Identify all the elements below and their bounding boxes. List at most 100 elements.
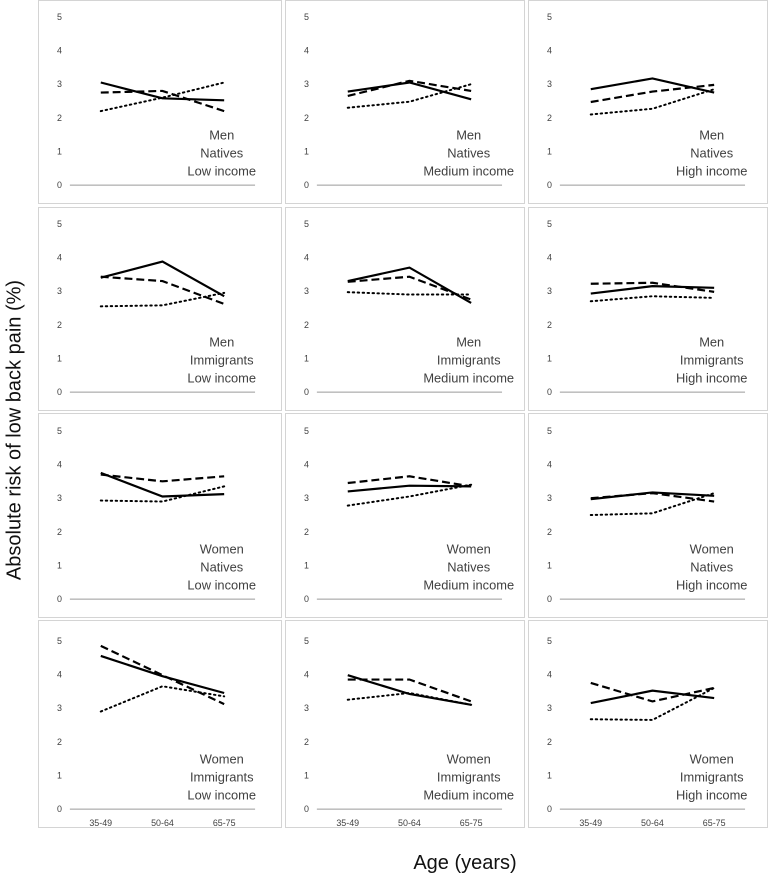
- series-line-dotted: [589, 88, 716, 116]
- y-tick-label: 3: [304, 703, 309, 713]
- series-line-solid: [100, 260, 225, 298]
- y-tick-label: 5: [547, 636, 552, 646]
- panel-label-1: Men: [209, 128, 234, 143]
- panel-chart: 0 1 2 3 4 5 Men Natives Medium income: [304, 12, 514, 190]
- panel-label-1: Women: [447, 542, 491, 557]
- series-line-dashed: [347, 79, 472, 98]
- y-tick-label: 3: [547, 286, 552, 296]
- y-tick-label: 4: [57, 252, 62, 262]
- panel-label-3: Medium income: [423, 370, 514, 385]
- y-tick-label: 3: [57, 286, 62, 296]
- panel-chart: 0 1 2 3 4 5 35-49 50-64 65-75 Women Immigrants Medi…: [304, 636, 514, 828]
- panel-label-1: Women: [447, 752, 491, 767]
- y-tick-label: 4: [547, 45, 552, 55]
- series-line-dotted: [99, 485, 226, 503]
- y-tick-label: 5: [304, 636, 309, 646]
- y-tick-label: 2: [304, 737, 309, 747]
- panel-label-3: Low income: [187, 370, 256, 385]
- panel-label-1: Men: [209, 335, 234, 350]
- x-axis-title: Age (years): [413, 852, 517, 874]
- y-tick-label: 5: [547, 426, 552, 436]
- series-line-dashed: [100, 644, 225, 706]
- y-tick-label: 3: [57, 703, 62, 713]
- y-tick-label: 0: [57, 180, 62, 190]
- panel-label-3: High income: [676, 370, 747, 385]
- series-line-dashed: [590, 492, 715, 503]
- panel-label-2: Immigrants: [437, 352, 501, 367]
- y-tick-label: 0: [547, 180, 552, 190]
- panel-label-1: Men: [699, 128, 724, 143]
- series-line-dashed: [590, 681, 715, 703]
- y-tick-label: 3: [57, 79, 62, 89]
- y-tick-label: 5: [304, 12, 309, 22]
- series-line-solid: [347, 81, 472, 101]
- series-line-solid: [100, 654, 225, 695]
- y-tick-label: 1: [304, 770, 309, 780]
- panel-label-2: Natives: [690, 145, 733, 160]
- y-tick-label: 1: [304, 353, 309, 363]
- y-tick-label: 5: [304, 219, 309, 229]
- panel-label-3: High income: [676, 787, 747, 802]
- x-tick-label: 65-75: [213, 818, 236, 828]
- series-line-dotted: [346, 83, 473, 109]
- panel-7: 0 1 2 3 4 5 Women Natives Low income: [38, 413, 282, 618]
- y-tick-label: 3: [304, 79, 309, 89]
- y-tick-label: 4: [304, 45, 309, 55]
- panel-6: 0 1 2 3 4 5 Men Immigrants High income: [528, 207, 768, 411]
- series-line-dashed: [347, 475, 472, 488]
- y-tick-label: 4: [304, 459, 309, 469]
- y-tick-label: 1: [304, 146, 309, 156]
- panel-5: 0 1 2 3 4 5 Men Immigrants Medium income: [285, 207, 525, 411]
- y-tick-label: 4: [304, 669, 309, 679]
- y-tick-label: 1: [547, 560, 552, 570]
- panel-label-1: Men: [456, 128, 481, 143]
- y-tick-label: 1: [57, 353, 62, 363]
- series-line-dashed: [590, 281, 715, 293]
- series-line-dotted: [346, 483, 473, 507]
- series-line-dashed: [100, 89, 225, 113]
- y-tick-label: 5: [57, 12, 62, 22]
- x-tick-label: 50-64: [151, 818, 174, 828]
- panel-label-2: Immigrants: [437, 769, 501, 784]
- y-tick-label: 5: [57, 219, 62, 229]
- panel-2: 0 1 2 3 4 5 Men Natives Medium income: [285, 0, 525, 204]
- y-tick-label: 4: [304, 252, 309, 262]
- y-tick-label: 0: [304, 387, 309, 397]
- y-tick-label: 5: [304, 426, 309, 436]
- series-line-solid: [590, 77, 715, 94]
- panel-chart: 0 1 2 3 4 5 Women Natives High income: [547, 426, 747, 604]
- y-tick-label: 4: [547, 669, 552, 679]
- series-line-solid: [100, 81, 225, 102]
- x-tick-label: 35-49: [579, 818, 602, 828]
- panel-label-1: Women: [690, 752, 734, 767]
- series-line-solid: [100, 471, 225, 498]
- panel-8: 0 1 2 3 4 5 Women Natives Medium income: [285, 413, 525, 618]
- y-tick-label: 4: [57, 459, 62, 469]
- x-tick-label: 35-49: [336, 818, 359, 828]
- panel-chart: 0 1 2 3 4 5 Men Natives Low income: [57, 12, 256, 190]
- x-tick-label: 50-64: [641, 818, 664, 828]
- y-tick-label: 1: [57, 146, 62, 156]
- y-tick-label: 0: [547, 387, 552, 397]
- series-line-dotted: [99, 291, 226, 308]
- y-tick-label: 5: [57, 426, 62, 436]
- y-tick-label: 4: [57, 45, 62, 55]
- y-tick-label: 1: [547, 146, 552, 156]
- series-line-dotted: [589, 295, 716, 303]
- y-tick-label: 2: [547, 113, 552, 123]
- panel-label-1: Women: [200, 542, 244, 557]
- panel-9: 0 1 2 3 4 5 Women Natives High income: [528, 413, 768, 618]
- y-tick-label: 2: [547, 320, 552, 330]
- y-tick-label: 3: [547, 703, 552, 713]
- y-tick-label: 2: [57, 737, 62, 747]
- series-line-solid: [347, 484, 472, 493]
- panel-label-3: Low income: [187, 163, 256, 178]
- y-tick-label: 0: [304, 804, 309, 814]
- series-line-dashed: [347, 275, 472, 301]
- panel-chart: 0 1 2 3 4 5 Men Immigrants High income: [547, 219, 747, 397]
- y-tick-label: 3: [547, 79, 552, 89]
- y-tick-label: 1: [304, 560, 309, 570]
- series-line-dashed: [347, 678, 472, 703]
- x-tick-label: 65-75: [703, 818, 726, 828]
- panel-label-2: Immigrants: [190, 769, 254, 784]
